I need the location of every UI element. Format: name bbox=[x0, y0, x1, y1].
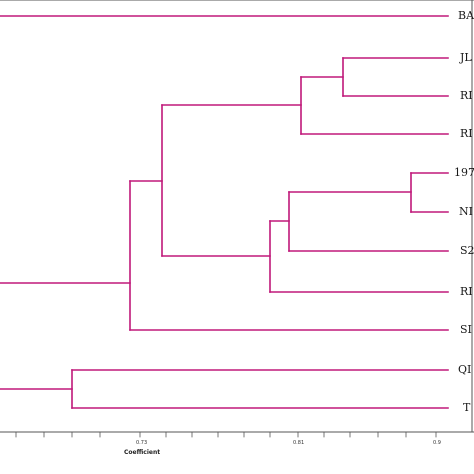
leaf-label-ri-3: RI bbox=[460, 285, 473, 298]
leaf-label-ri-2: RI bbox=[460, 127, 473, 140]
leaf-label-jl: JL bbox=[460, 51, 472, 64]
leaf-label-197: 197 bbox=[454, 166, 474, 179]
leaf-label-qi: QI bbox=[458, 363, 472, 376]
leaf-label-s2: S2 bbox=[460, 244, 474, 257]
axis-tick-label-081: 0.81 bbox=[293, 440, 305, 446]
leaf-label-t: T bbox=[463, 401, 471, 414]
axis-tick-label-09: 0.9 bbox=[433, 440, 441, 446]
coefficient-axis bbox=[0, 0, 474, 438]
leaf-label-ri-1: RI bbox=[460, 89, 473, 102]
leaf-label-ba: BA bbox=[458, 9, 474, 22]
axis-tick-label-073: 0.73 bbox=[136, 440, 148, 446]
dendrogram-branches bbox=[0, 15, 449, 409]
leaf-label-ni: NI bbox=[459, 205, 473, 218]
leaf-label-si: SI bbox=[460, 323, 472, 336]
axis-title: Coefficient bbox=[124, 449, 161, 456]
